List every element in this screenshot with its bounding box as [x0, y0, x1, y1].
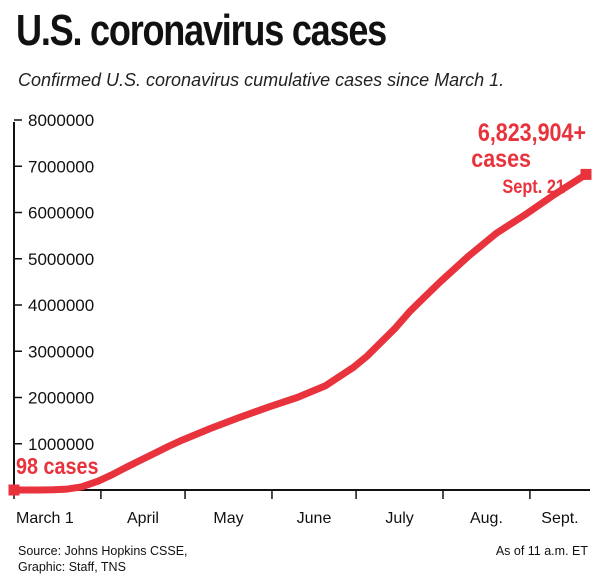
graphic-credit-line: Graphic: Staff, TNS: [18, 560, 126, 574]
start-annotation: 98 cases: [16, 454, 99, 480]
source-line: Source: Johns Hopkins CSSE,: [18, 544, 188, 558]
as-of-note: As of 11 a.m. ET: [495, 544, 588, 558]
chart-subtitle: Confirmed U.S. coronavirus cumulative ca…: [18, 70, 505, 90]
x-tick-label: March 1: [16, 510, 74, 527]
chart-title: U.S. coronavirus cases: [16, 6, 387, 55]
end-annotation-date: Sept. 21: [502, 176, 565, 197]
x-tick-label: July: [385, 510, 413, 527]
x-tick-label: June: [297, 510, 332, 527]
y-tick-label: 3000000: [28, 342, 94, 361]
source-credit: Source: Johns Hopkins CSSE, Graphic: Sta…: [18, 543, 188, 575]
x-tick-label: May: [213, 510, 243, 527]
y-ticks: 1000000 2000000 3000000 4000000 5000000 60000…: [14, 111, 94, 454]
cases-line: [10, 170, 590, 494]
y-tick-label: 5000000: [28, 250, 94, 269]
y-tick-label: 6000000: [28, 204, 94, 223]
y-tick-label: 2000000: [28, 389, 94, 408]
x-tick-label: Aug.: [470, 510, 503, 527]
x-tick-label: Sept.: [541, 510, 578, 527]
y-tick-label: 4000000: [28, 296, 94, 315]
start-point-marker: [8, 484, 20, 496]
y-tick-label: 1000000: [28, 435, 94, 454]
y-tick-label: 7000000: [28, 157, 94, 176]
x-tick-label: April: [127, 510, 159, 527]
y-tick-label: 8000000: [28, 111, 94, 130]
x-ticks: March 1 April May June July Aug. Sept.: [13, 490, 579, 527]
end-point-marker: [580, 168, 592, 180]
end-annotation-unit: cases: [471, 144, 531, 172]
end-annotation-value: 6,823,904+: [478, 118, 586, 146]
